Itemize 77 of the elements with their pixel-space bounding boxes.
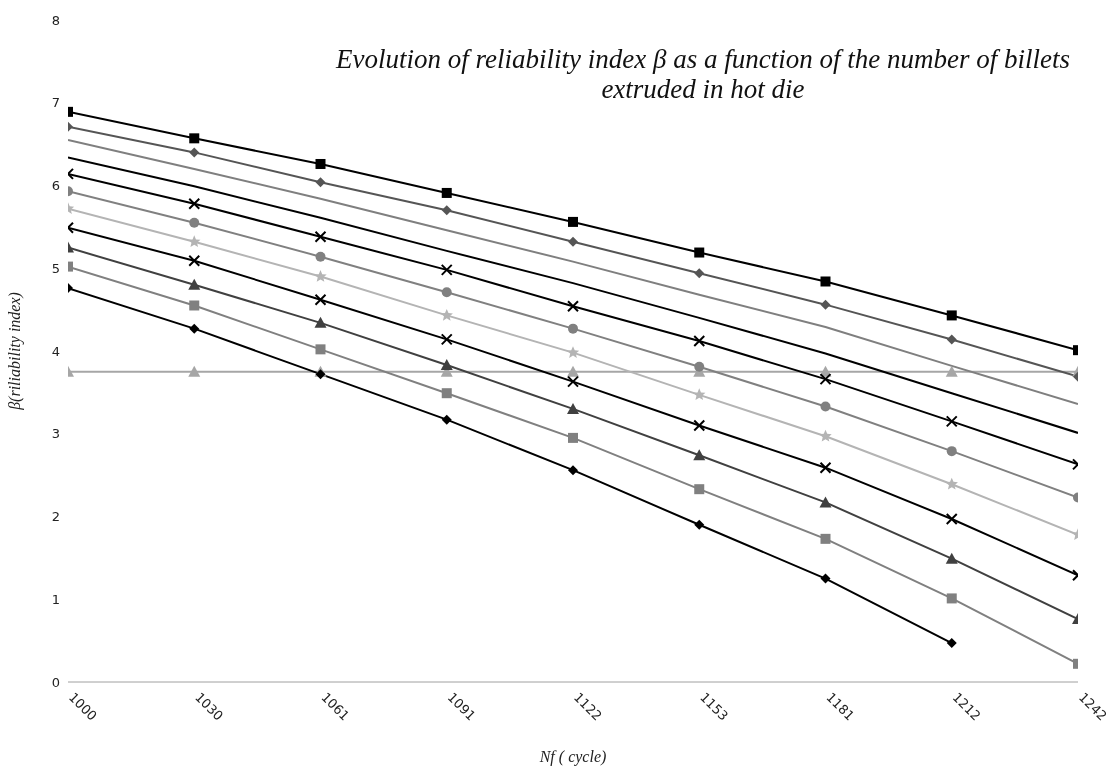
point (694, 268, 705, 279)
point (314, 293, 327, 306)
point (567, 300, 579, 313)
point (946, 310, 957, 321)
point (945, 415, 958, 428)
point (694, 484, 705, 495)
point (441, 287, 452, 298)
y-tick-label: 1 (51, 591, 60, 607)
point (314, 316, 327, 328)
line-series (68, 156, 1078, 434)
point (315, 369, 326, 380)
point (441, 205, 452, 216)
point (945, 365, 958, 377)
point (188, 278, 201, 290)
point (441, 187, 452, 198)
point (693, 335, 706, 348)
point (819, 429, 832, 442)
point (568, 432, 578, 443)
point (568, 236, 578, 247)
point (946, 593, 957, 604)
point (315, 177, 326, 188)
point (188, 235, 201, 248)
y-tick-label: 6 (51, 178, 60, 194)
point (188, 197, 201, 210)
point (566, 346, 580, 358)
point (693, 419, 706, 432)
point (946, 638, 957, 649)
point (820, 401, 831, 412)
point (314, 230, 327, 243)
y-tick-label: 3 (51, 426, 60, 442)
point (819, 461, 832, 474)
point (693, 388, 706, 401)
point (567, 365, 579, 377)
point (315, 158, 326, 169)
point (568, 323, 578, 334)
y-tick-label: 7 (51, 95, 60, 111)
point (946, 334, 957, 345)
point (188, 365, 201, 377)
point (567, 402, 579, 414)
point (819, 496, 832, 508)
y-axis-title: β(riliability index) (5, 292, 24, 411)
y-tick-label: 4 (51, 343, 60, 359)
point (440, 263, 453, 276)
point (694, 247, 705, 258)
point (189, 323, 200, 334)
point (189, 217, 200, 228)
point (946, 446, 957, 457)
point (567, 375, 579, 388)
point (189, 147, 200, 158)
point (945, 477, 958, 490)
point (820, 533, 831, 544)
point (945, 512, 958, 525)
y-tick-label: 5 (51, 260, 60, 276)
point (568, 216, 578, 227)
point (819, 373, 832, 386)
point (693, 449, 706, 461)
point (441, 414, 452, 425)
text: Evolution of reliability index β as a function of the number of billets extruded in hot die (334, 44, 1071, 104)
point (820, 276, 831, 287)
y-tick-label: 0 (51, 674, 60, 690)
point (440, 333, 453, 346)
point (440, 359, 453, 371)
point (189, 133, 200, 144)
point (694, 361, 705, 372)
point (315, 344, 326, 355)
point (441, 388, 452, 399)
y-tick-label: 2 (51, 509, 60, 525)
x-axis-title: Nf ( cycle) (538, 748, 607, 766)
y-tick-label: 8 (51, 12, 60, 28)
point (694, 519, 705, 530)
point (189, 300, 200, 311)
point (945, 552, 958, 564)
point (315, 251, 326, 262)
point (188, 254, 201, 267)
point (820, 299, 831, 310)
point (568, 465, 578, 476)
point (820, 573, 831, 584)
